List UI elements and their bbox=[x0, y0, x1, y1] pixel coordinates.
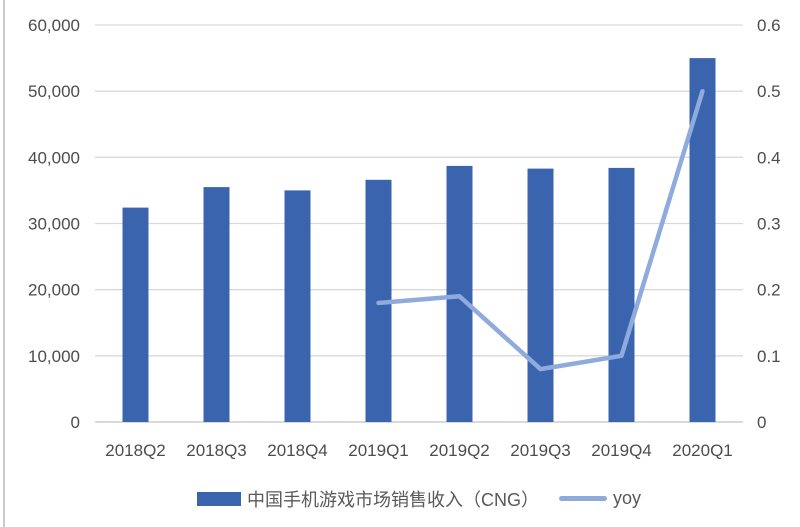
legend-line-swatch-icon bbox=[558, 496, 607, 501]
right-axis-tick: 0 bbox=[757, 413, 766, 432]
x-axis-label-2018Q3: 2018Q3 bbox=[186, 441, 247, 460]
legend-item-yoy: yoy bbox=[558, 488, 641, 509]
right-axis-tick: 0.4 bbox=[757, 148, 781, 167]
x-axis-label-2018Q2: 2018Q2 bbox=[105, 441, 166, 460]
bar-2019Q2 bbox=[446, 165, 473, 422]
left-axis-tick: 20,000 bbox=[28, 281, 80, 300]
bar-2019Q4 bbox=[608, 167, 635, 422]
bar-2018Q3 bbox=[203, 187, 230, 422]
right-axis-tick: 0.6 bbox=[757, 16, 781, 35]
legend-bar-swatch-icon bbox=[196, 491, 241, 506]
bar-2018Q4 bbox=[284, 190, 311, 422]
legend-label-yoy: yoy bbox=[612, 488, 641, 508]
left-axis-tick: 10,000 bbox=[28, 347, 80, 366]
legend-item-revenue: 中国手机游戏市场销售收入（CNG） bbox=[196, 486, 539, 512]
left-axis-tick: 50,000 bbox=[28, 82, 80, 101]
bar-2019Q3 bbox=[527, 168, 554, 422]
x-axis-label-2019Q2: 2019Q2 bbox=[429, 441, 490, 460]
left-axis-tick: 40,000 bbox=[28, 148, 80, 167]
chart-legend: 中国手机游戏市场销售收入（CNG） yoy bbox=[0, 470, 800, 527]
x-axis-label-2019Q1: 2019Q1 bbox=[348, 441, 409, 460]
x-axis-label-2020Q1: 2020Q1 bbox=[672, 441, 733, 460]
bar-2018Q2 bbox=[122, 207, 149, 422]
legend-label-revenue: 中国手机游戏市场销售收入（CNG） bbox=[246, 489, 539, 510]
combo-chart: 0 0 10,000 0.1 20,000 0.2 30,000 0.3 40,000 0.4 50… bbox=[28, 16, 781, 460]
right-axis-tick: 0.3 bbox=[757, 215, 781, 234]
right-axis-tick: 0.1 bbox=[757, 347, 781, 366]
left-axis-tick: 60,000 bbox=[28, 16, 80, 35]
left-axis-tick: 30,000 bbox=[28, 215, 80, 234]
yoy-line bbox=[376, 88, 705, 372]
x-axis-label-2019Q4: 2019Q4 bbox=[591, 441, 652, 460]
x-axis-label-2019Q3: 2019Q3 bbox=[510, 441, 571, 460]
page-left-border bbox=[3, 0, 5, 527]
x-axis-label-2018Q4: 2018Q4 bbox=[267, 441, 328, 460]
right-axis-tick: 0.5 bbox=[757, 82, 781, 101]
bar-2020Q1 bbox=[689, 58, 716, 422]
left-axis-tick: 0 bbox=[71, 413, 80, 432]
right-axis-tick: 0.2 bbox=[757, 281, 781, 300]
